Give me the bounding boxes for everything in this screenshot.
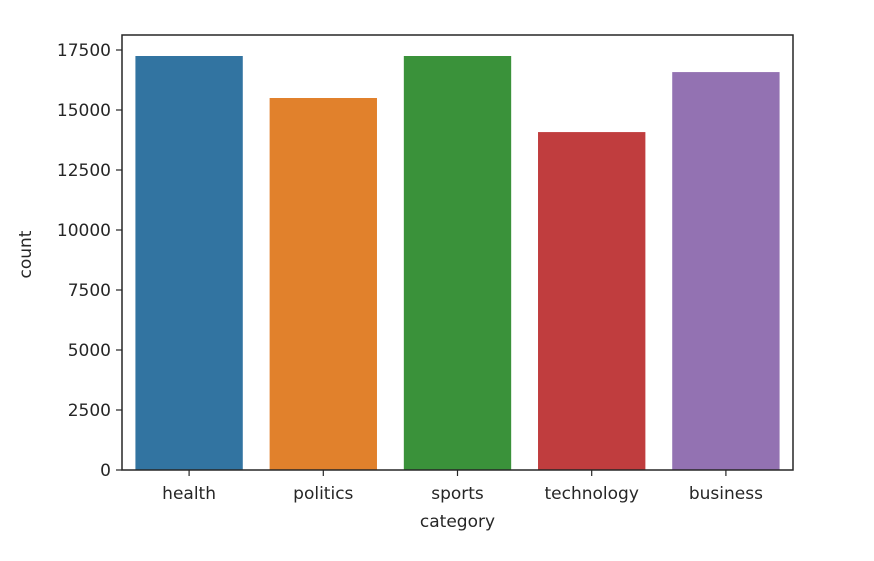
y-axis: 0 2500 5000 7500 10000 12500 15000 17500 [57, 41, 122, 481]
bars-layer [135, 56, 780, 470]
bar-sports [403, 56, 512, 470]
x-tick-label: health [162, 484, 216, 504]
x-tick-label: sports [431, 484, 484, 504]
y-tick-label: 2500 [68, 401, 111, 421]
bar-business [672, 72, 780, 470]
x-axis-title: category [420, 512, 495, 532]
y-tick-label: 0 [100, 461, 111, 481]
plot-frame [121, 34, 794, 471]
y-tick-label: 12500 [57, 161, 111, 181]
x-tick-label: politics [293, 484, 353, 504]
x-axis: health politics sports technology business [162, 470, 763, 504]
y-tick-label: 17500 [57, 41, 111, 61]
bar-politics [269, 98, 377, 470]
bar-health [135, 56, 243, 470]
y-tick-label: 5000 [68, 341, 111, 361]
y-axis-title: count [16, 230, 36, 278]
y-tick-label: 7500 [68, 281, 111, 301]
x-tick-label: technology [544, 484, 638, 504]
y-tick-label: 10000 [57, 221, 111, 241]
y-tick-label: 15000 [57, 101, 111, 121]
x-tick-label: business [689, 484, 763, 504]
bar-technology [538, 132, 646, 470]
